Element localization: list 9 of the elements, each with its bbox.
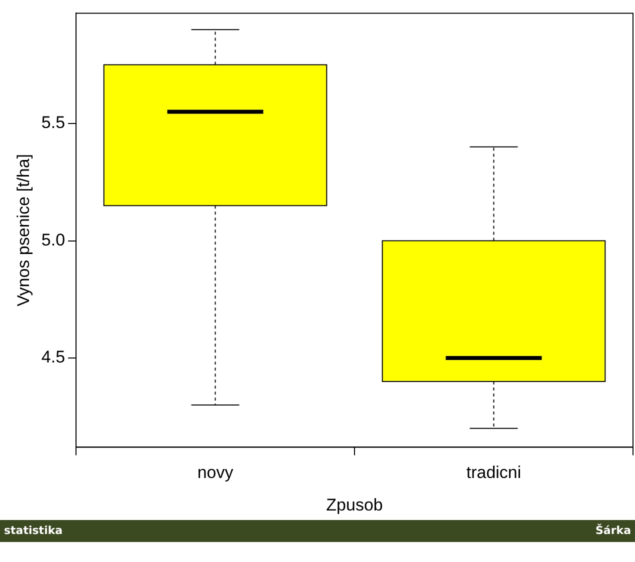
x-tick-label: novy [197,463,234,482]
y-tick-label: 5.0 [41,230,66,250]
text: Šárka [595,524,631,537]
y-tick-label: 5.5 [41,113,66,132]
y-tick-label: 4.5 [41,348,66,367]
x-tick-label: tradicni [466,463,522,482]
x-axis-title: Zpusob [326,495,383,514]
y-axis-title: Vynos psenice [t/ha] [14,154,33,306]
text: statistika [4,524,63,537]
